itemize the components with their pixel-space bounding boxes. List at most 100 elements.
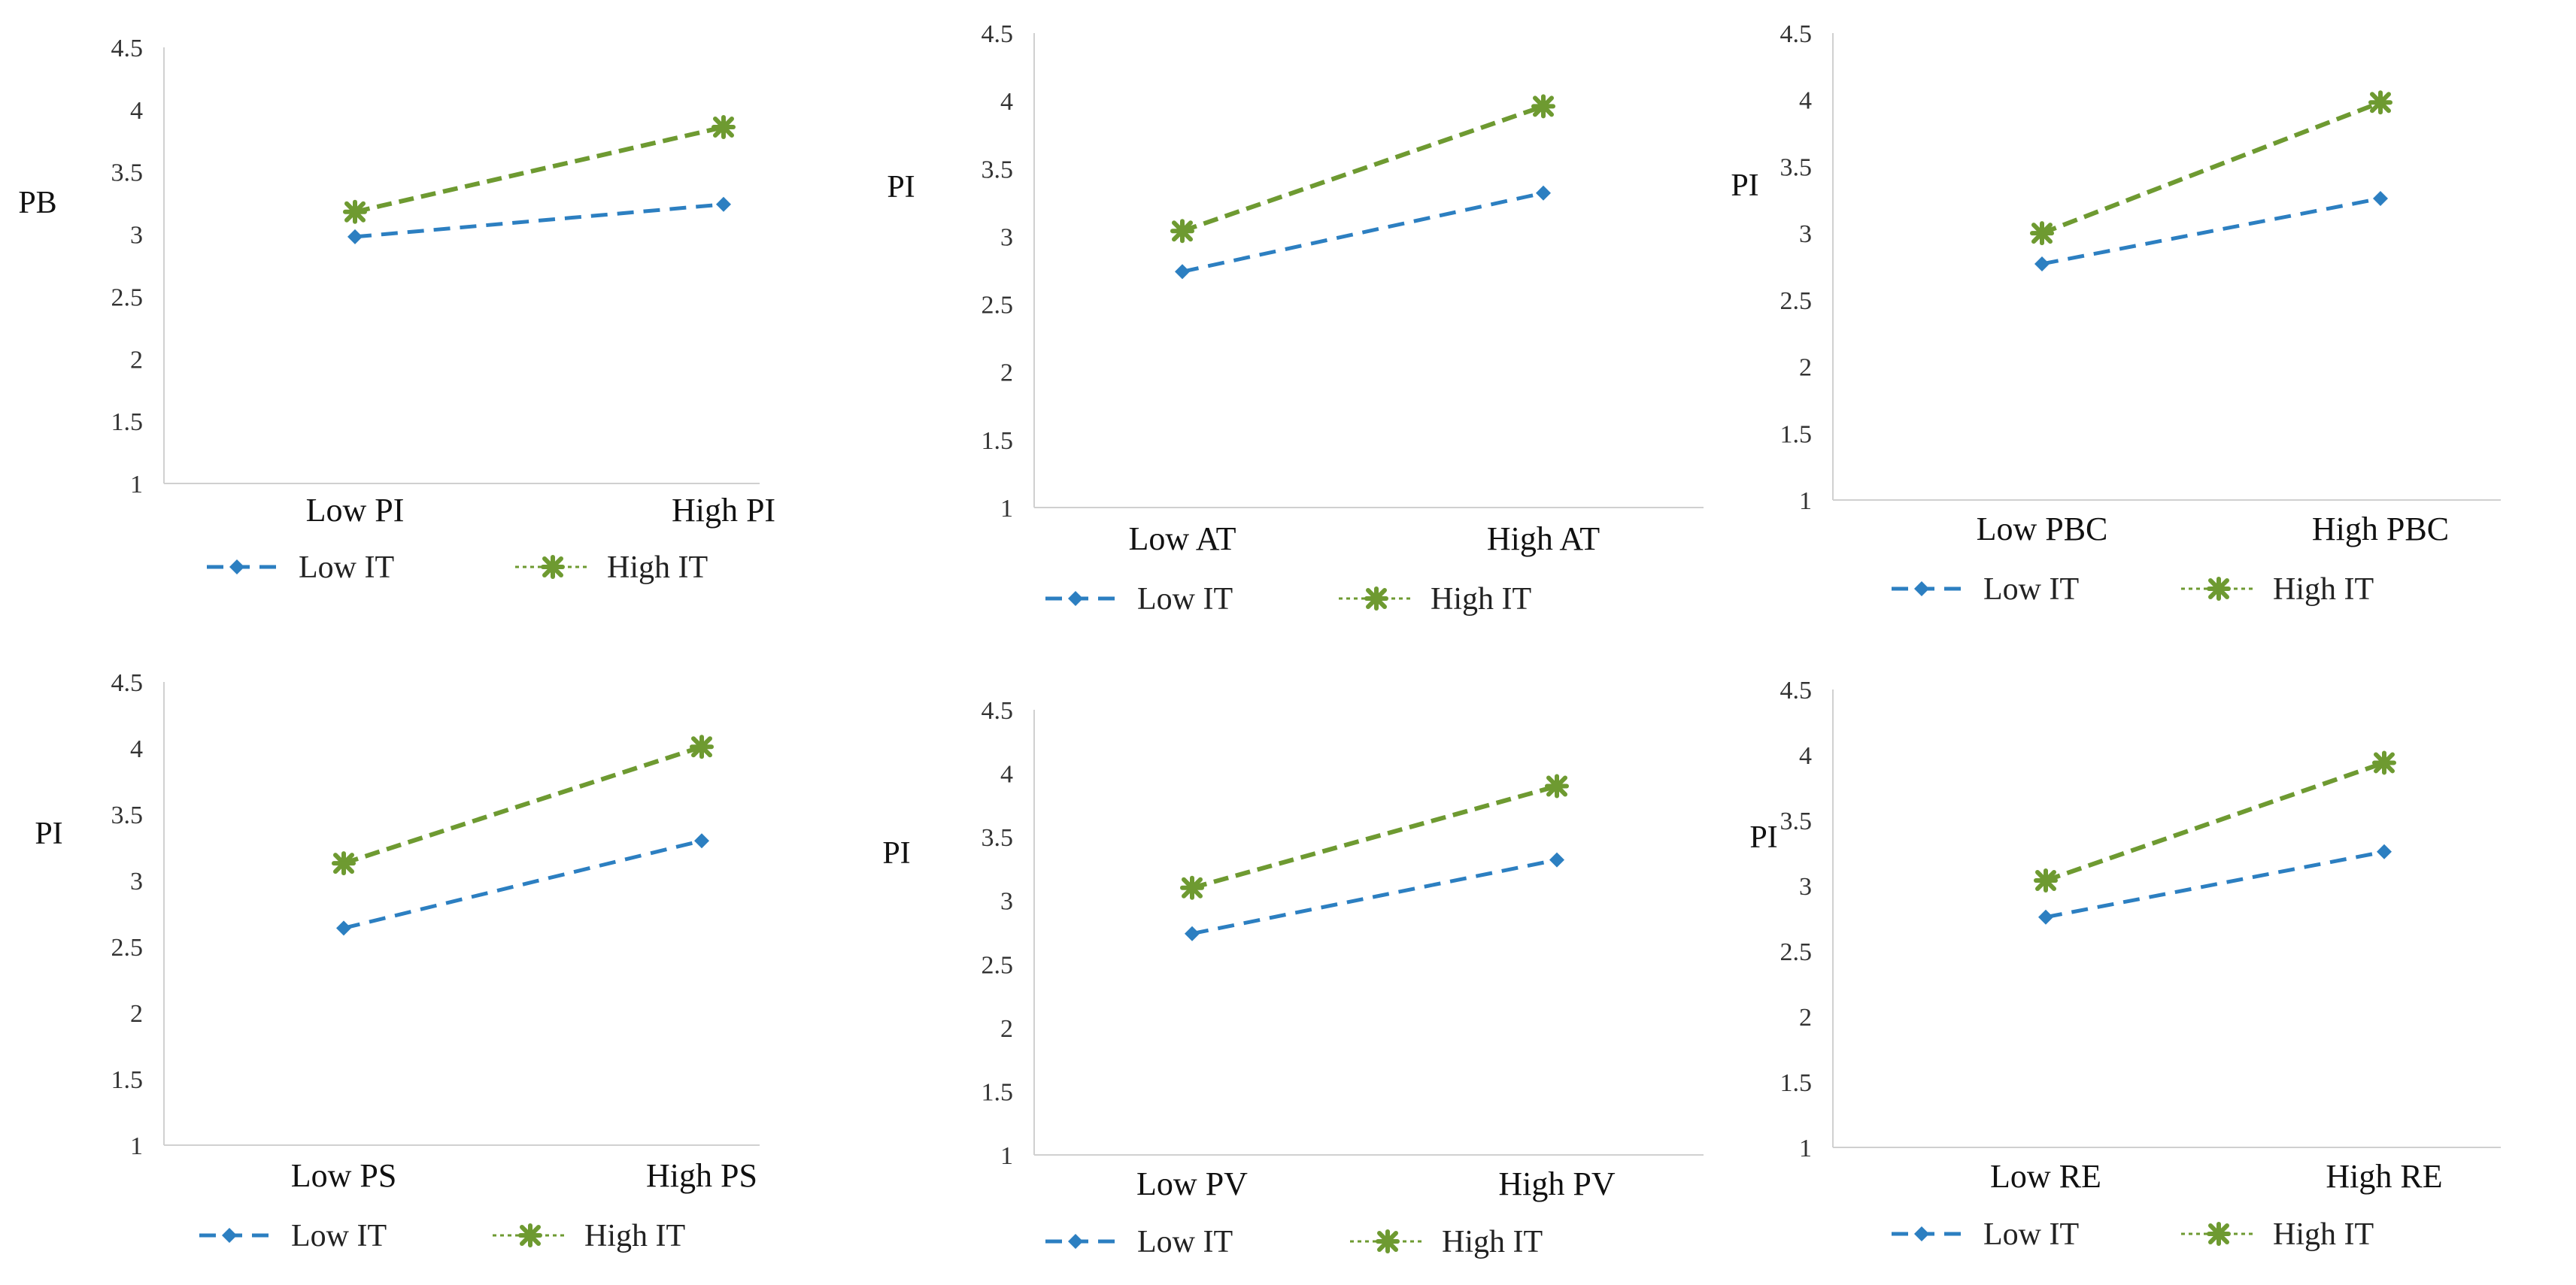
legend-marker (229, 559, 244, 574)
y-tick-label: 1 (1000, 495, 1013, 523)
low-it-point (2377, 844, 2392, 859)
y-tick-label: 3 (1000, 888, 1013, 916)
y-axis-label: PI (1749, 820, 1777, 855)
high-it-point (1180, 875, 1204, 900)
y-tick-label: 4 (1000, 761, 1013, 789)
y-tick-label: 3 (130, 222, 143, 250)
legend-label: Low IT (1137, 582, 1233, 617)
high-it-series-line (343, 744, 702, 865)
y-tick-label: 1 (1000, 1142, 1013, 1170)
high-it-series-line (2045, 760, 2385, 883)
legend-marker (2207, 577, 2231, 601)
legend-marker (1376, 1229, 1400, 1253)
y-tick-label: 4.5 (111, 669, 144, 697)
high-it-point (2034, 868, 2058, 893)
low-it-series-line (1182, 191, 1544, 274)
x-category-label: Low PV (1136, 1165, 1248, 1202)
legend-label: High IT (2273, 1217, 2374, 1252)
y-tick-label: 4.5 (982, 697, 1014, 725)
legend-label: High IT (584, 1219, 685, 1253)
legend-label: Low IT (299, 550, 394, 585)
chart-panel-3: 1 1.5 2 2.5 3 3.5 4 4.5 PI Low PBC High PBC Low IT H… (1731, 20, 2501, 607)
y-tick-label: 2.5 (1780, 938, 1813, 966)
legend-label: Low IT (1983, 1217, 2079, 1252)
y-tick-label: 2.5 (982, 951, 1014, 979)
legend-marker (1068, 1234, 1083, 1249)
y-tick-label: 1.5 (1780, 1069, 1813, 1097)
low-it-point (336, 920, 351, 936)
chart-panel-1: 1 1.5 2 2.5 3 3.5 4 4.5 PB Low PI High PI Low IT Hig… (18, 35, 775, 585)
y-tick-label: 2.5 (111, 934, 144, 962)
low-it-point (1185, 926, 1200, 941)
y-axis-label: PI (882, 836, 910, 871)
y-axis-label: PB (18, 186, 56, 220)
y-tick-label: 2 (1799, 1004, 1812, 1032)
legend-marker (1914, 1226, 1929, 1241)
y-tick-label: 4.5 (1780, 20, 1813, 48)
low-it-series-line (1191, 858, 1558, 936)
low-it-point (1549, 852, 1564, 868)
high-it-series-line (1191, 783, 1558, 890)
legend-marker (518, 1223, 542, 1247)
x-category-label: High RE (2326, 1158, 2442, 1195)
low-it-point (2034, 256, 2050, 271)
x-category-label: Low PI (306, 492, 405, 529)
legend-label: Low IT (1983, 572, 2079, 607)
low-it-series-line (2041, 196, 2381, 266)
x-category-label: Low RE (1990, 1158, 2101, 1195)
legend-marker (2207, 1222, 2231, 1246)
y-tick-label: 3.5 (1780, 153, 1813, 181)
y-tick-label: 4.5 (111, 35, 144, 62)
y-tick-label: 4 (1799, 87, 1812, 115)
y-tick-label: 2.5 (1780, 287, 1813, 315)
y-tick-label: 4.5 (982, 20, 1014, 48)
legend-label: High IT (1442, 1225, 1543, 1259)
x-category-label: High AT (1487, 520, 1600, 557)
legend-marker (1914, 581, 1929, 596)
x-category-label: High PI (672, 492, 775, 529)
y-tick-label: 4 (1000, 88, 1013, 116)
legend-low-it: Low IT (1045, 1225, 1233, 1259)
legend-marker (222, 1228, 237, 1243)
high-it-series-line (1182, 104, 1544, 234)
high-it-point (1170, 219, 1194, 244)
x-category-label: Low AT (1129, 520, 1236, 557)
y-tick-label: 1.5 (111, 1066, 144, 1094)
high-it-series-line (354, 125, 724, 214)
high-it-point (2368, 90, 2392, 115)
x-category-label: High PV (1498, 1165, 1615, 1202)
y-tick-label: 4 (130, 97, 143, 125)
low-it-point (694, 833, 709, 849)
y-axis-label: PI (887, 170, 915, 205)
chart-panel-5: 1 1.5 2 2.5 3 3.5 4 4.5 PI Low PV High PV Low IT Hig… (882, 697, 1704, 1259)
chart-panel-2: 1 1.5 2 2.5 3 3.5 4 4.5 PI Low AT High AT Low IT Hig… (887, 20, 1704, 617)
high-it-point (2030, 221, 2054, 246)
legend-marker (541, 555, 565, 579)
y-tick-label: 1 (130, 471, 143, 499)
x-category-label: Low PBC (1977, 511, 2108, 547)
legend-label: High IT (1431, 582, 1531, 617)
y-tick-label: 4.5 (1780, 677, 1813, 705)
legend-high-it: High IT (515, 550, 708, 585)
legend-high-it: High IT (1350, 1225, 1543, 1259)
legend-high-it: High IT (2181, 1217, 2374, 1252)
legend-marker (1364, 586, 1388, 611)
y-tick-label: 1.5 (982, 1078, 1014, 1106)
legend-high-it: High IT (1339, 582, 1531, 617)
low-it-point (1536, 185, 1551, 201)
high-it-point (332, 851, 356, 876)
legend-low-it: Low IT (1892, 572, 2079, 607)
y-tick-label: 2 (130, 346, 143, 374)
low-it-point (347, 229, 363, 244)
legend-high-it: High IT (2181, 572, 2374, 607)
x-category-label: High PBC (2312, 511, 2449, 547)
y-tick-label: 3 (1799, 873, 1812, 901)
legend-high-it: High IT (493, 1219, 685, 1253)
y-tick-label: 3.5 (111, 159, 144, 187)
y-tick-label: 2 (1000, 1015, 1013, 1043)
low-it-series-line (2045, 850, 2385, 920)
y-tick-label: 4 (1799, 742, 1812, 770)
legend-label: High IT (607, 550, 708, 585)
y-tick-label: 2.5 (982, 292, 1014, 320)
